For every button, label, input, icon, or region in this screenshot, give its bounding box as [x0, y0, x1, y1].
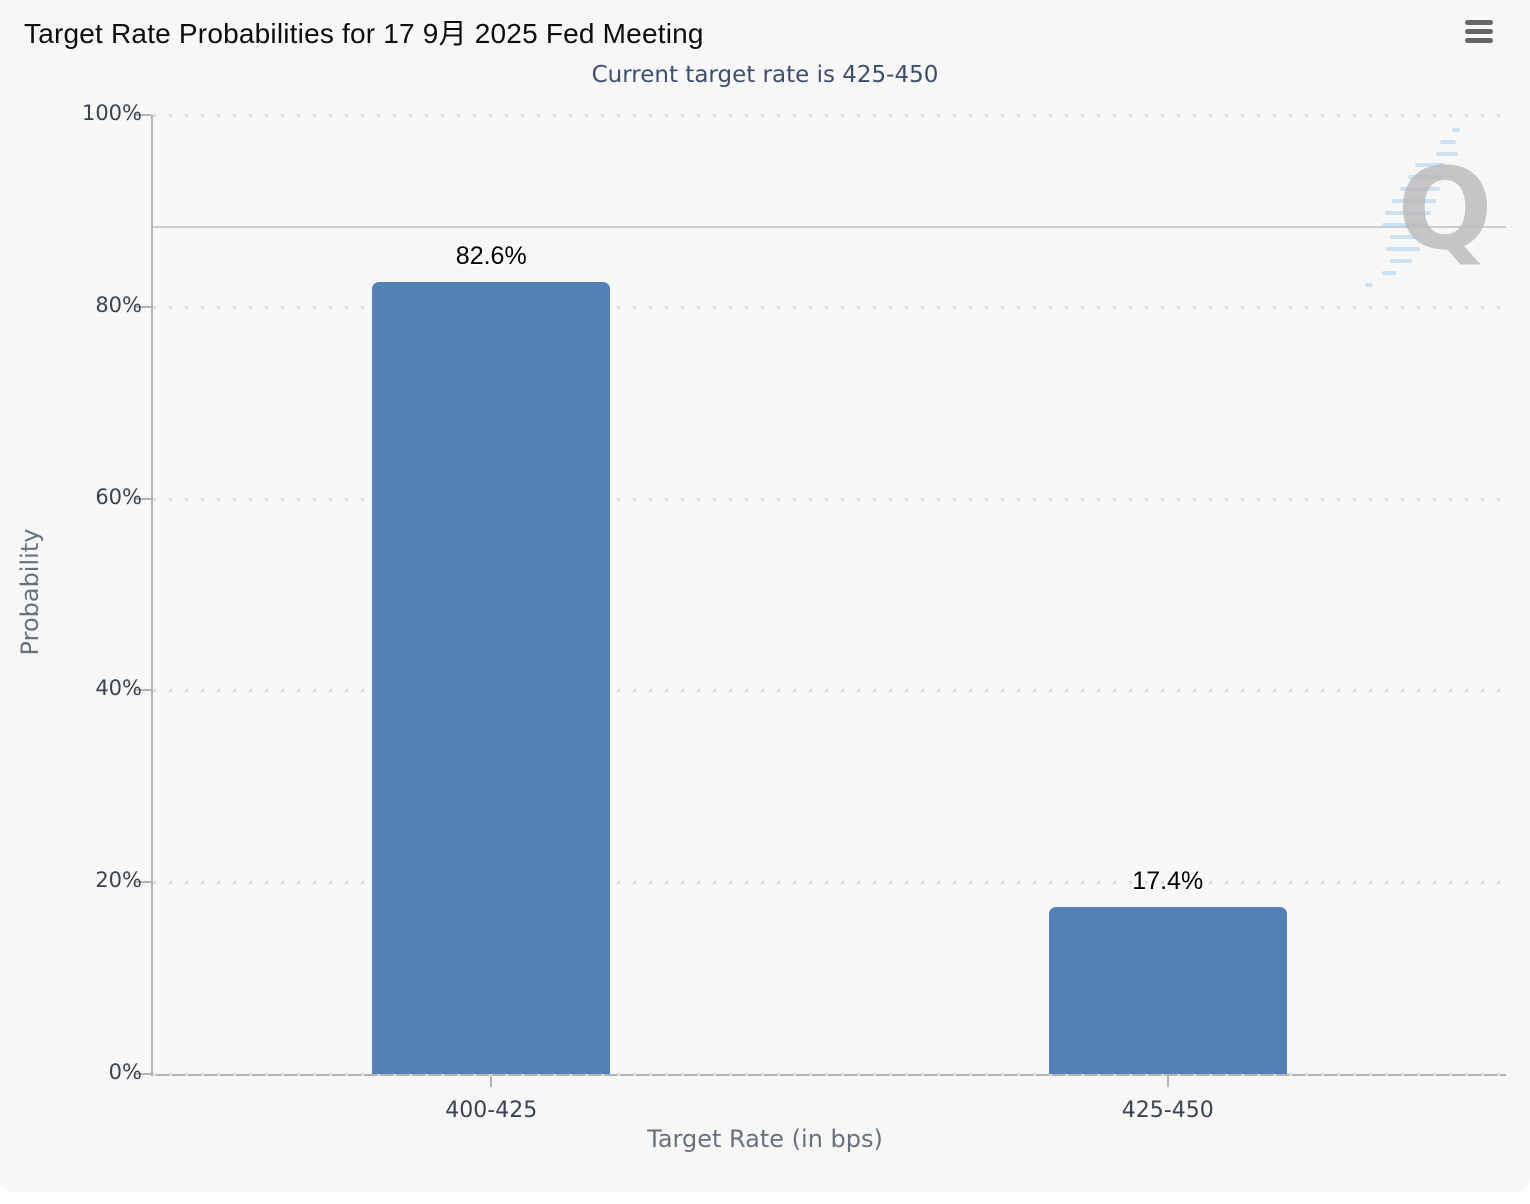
x-axis-tick	[1166, 1076, 1169, 1087]
y-axis-tick-label: 40%	[95, 676, 142, 701]
chart-subtitle: Current target rate is 425-450	[591, 62, 939, 88]
y-gridline	[153, 305, 1506, 309]
y-axis-tick-label: 80%	[95, 292, 142, 317]
x-axis-category-label: 400-425	[445, 1098, 538, 1123]
probability-bar[interactable]	[372, 281, 611, 1074]
y-axis-tick-label: 100%	[81, 101, 142, 125]
y-axis-tick-label: 20%	[95, 868, 142, 893]
y-axis-tick	[134, 1073, 151, 1075]
y-gridline	[153, 881, 1506, 885]
x-axis-title: Target Rate (in bps)	[647, 1125, 883, 1153]
y-axis-tick	[134, 689, 151, 692]
y-axis-line	[151, 115, 153, 1076]
y-axis-tick	[134, 114, 151, 116]
reference-line	[153, 226, 1506, 229]
y-axis-tick-label: 60%	[95, 484, 142, 509]
plot-area: 0% 20% 40% 60% 80% 100% 82.6% 400-425 17.4% 425-4…	[82, 101, 1506, 1123]
y-axis-tick-label: 0%	[108, 1060, 142, 1084]
y-gridline	[153, 1073, 1506, 1076]
x-axis-category-label: 425-450	[1121, 1098, 1214, 1123]
y-axis-tick	[134, 881, 151, 884]
y-axis-tick	[134, 497, 151, 500]
x-axis-tick	[490, 1076, 493, 1087]
bar-data-label: 17.4%	[1132, 867, 1204, 896]
y-axis-title: Probability	[16, 528, 44, 656]
bar-data-label: 82.6%	[455, 241, 527, 270]
y-axis-tick	[134, 305, 151, 308]
y-gridline	[153, 689, 1506, 693]
y-gridline	[153, 497, 1506, 501]
y-gridline	[153, 114, 1506, 117]
chart-title: Target Rate Probabilities for 17 9月 2025…	[24, 18, 704, 49]
probability-bar[interactable]	[1048, 907, 1287, 1074]
hamburger-menu-icon[interactable]	[1465, 20, 1493, 43]
